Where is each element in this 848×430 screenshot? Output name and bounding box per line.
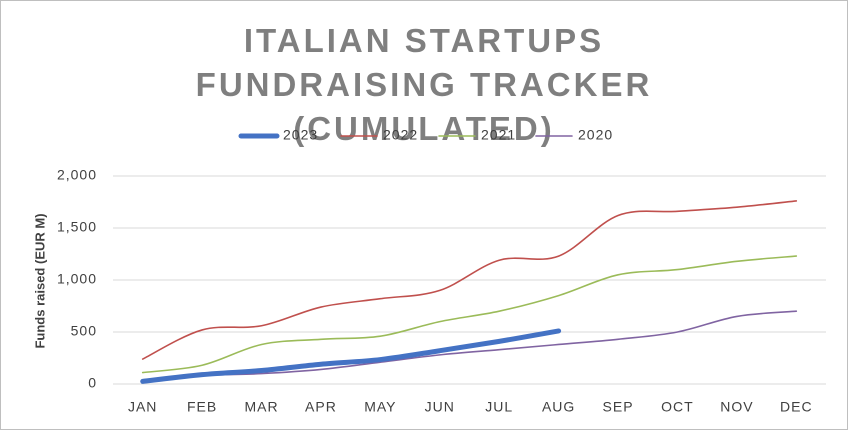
x-tick-label: OCT xyxy=(661,399,694,415)
legend-label: 2023 xyxy=(283,127,318,143)
line-series xyxy=(140,328,562,384)
x-tick-label: SEP xyxy=(603,399,634,415)
line-series xyxy=(141,255,798,374)
legend-label: 2021 xyxy=(481,127,516,143)
y-tick-label: 1,500 xyxy=(57,219,97,235)
x-tick-label: JAN xyxy=(128,399,157,415)
x-tick-label: AUG xyxy=(542,399,575,415)
legend-label: 2022 xyxy=(383,127,418,143)
title-box: ITALIAN STARTUPS FUNDRAISING TRACKER (CU… xyxy=(1,19,847,151)
line-series xyxy=(141,200,798,360)
x-tick-label: NOV xyxy=(720,399,753,415)
x-tick-label: MAR xyxy=(244,399,278,415)
x-tick-label: FEB xyxy=(187,399,217,415)
y-tick-label: 2,000 xyxy=(57,167,97,183)
y-tick-label: 0 xyxy=(88,375,97,391)
x-tick-label: MAY xyxy=(364,399,396,415)
chart-title: ITALIAN STARTUPS FUNDRAISING TRACKER (CU… xyxy=(195,22,653,147)
y-axis-label: Funds raised (EUR M) xyxy=(32,213,47,348)
x-tick-label: JUL xyxy=(485,399,513,415)
x-tick-label: JUN xyxy=(425,399,455,415)
x-tick-label: APR xyxy=(305,399,337,415)
y-tick-label: 500 xyxy=(71,323,97,339)
line-series xyxy=(141,310,798,383)
legend-label: 2020 xyxy=(578,127,613,143)
x-tick-label: DEC xyxy=(780,399,813,415)
y-tick-label: 1,000 xyxy=(57,271,97,287)
